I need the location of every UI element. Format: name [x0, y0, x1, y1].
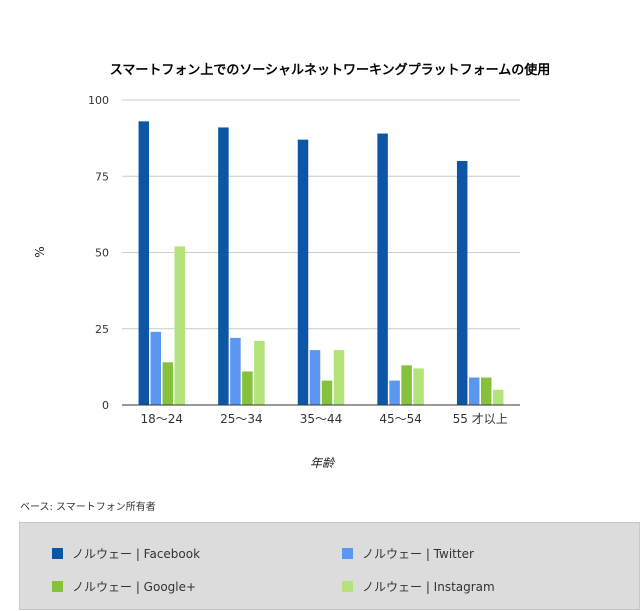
legend-label-facebook: ノルウェー | Facebook — [72, 547, 201, 561]
legend: ノルウェー | Facebook ノルウェー | Twitter ノルウェー |… — [19, 522, 640, 610]
y-tick-label: 100 — [88, 94, 109, 107]
x-axis-ticks: 18～24 25～34 35～44 45～54 55 才以上 — [141, 412, 508, 426]
bar-1-3 — [254, 340, 265, 405]
legend-swatch-twitter — [342, 548, 353, 559]
legend-label-twitter: ノルウェー | Twitter — [362, 547, 474, 561]
x-tick-label: 45～54 — [379, 412, 422, 426]
bar-0-0 — [138, 121, 150, 405]
x-axis-label: 年齢 — [310, 456, 336, 470]
bar-3-0 — [377, 133, 388, 406]
legend-item-instagram: ノルウェー | Instagram — [342, 578, 495, 595]
bar-1-2 — [242, 371, 253, 405]
bar-0-2 — [162, 362, 174, 405]
bar-4-2 — [480, 377, 492, 405]
y-tick-label: 75 — [95, 170, 109, 183]
gridlines — [122, 99, 520, 330]
bar-1-0 — [218, 127, 229, 405]
legend-label-instagram: ノルウェー | Instagram — [362, 580, 495, 594]
legend-swatch-instagram — [342, 581, 353, 592]
bar-2-1 — [309, 350, 321, 405]
legend-label-google-plus: ノルウェー | Google+ — [72, 580, 197, 594]
bar-4-0 — [456, 161, 468, 405]
bar-0-1 — [150, 331, 162, 405]
legend-item-twitter: ノルウェー | Twitter — [342, 545, 474, 562]
bar-3-3 — [413, 368, 424, 405]
legend-item-facebook: ノルウェー | Facebook — [52, 545, 200, 562]
chart-title: スマートフォン上でのソーシャルネットワーキングプラットフォームの使用 — [110, 62, 551, 78]
x-tick-label: 35～44 — [300, 412, 343, 426]
bar-4-1 — [468, 377, 480, 405]
base-note: ベース: スマートフォン所有者 — [20, 502, 156, 513]
bar-2-3 — [333, 350, 345, 405]
x-tick-label: 55 才以上 — [453, 412, 508, 426]
bar-2-0 — [297, 139, 309, 405]
bar-0-3 — [174, 246, 186, 405]
legend-swatch-google-plus — [52, 581, 63, 592]
bar-2-2 — [321, 380, 333, 405]
y-tick-label: 25 — [95, 323, 109, 336]
bars — [138, 121, 504, 406]
chart: スマートフォン上でのソーシャルネットワーキングプラットフォームの使用 0 25 50… — [33, 62, 551, 470]
bar-3-1 — [389, 380, 400, 405]
x-tick-label: 25～34 — [220, 412, 263, 426]
y-tick-label: 0 — [102, 399, 109, 412]
y-tick-label: 50 — [95, 247, 109, 260]
y-axis-ticks: 0 25 50 75 100 — [88, 94, 109, 412]
legend-item-google-plus: ノルウェー | Google+ — [52, 578, 196, 595]
x-tick-label: 18～24 — [141, 412, 184, 426]
y-axis-label: % — [33, 246, 47, 257]
bar-1-1 — [230, 337, 241, 405]
bar-3-2 — [401, 365, 412, 405]
legend-swatch-facebook — [52, 548, 63, 559]
bar-4-3 — [492, 389, 504, 405]
